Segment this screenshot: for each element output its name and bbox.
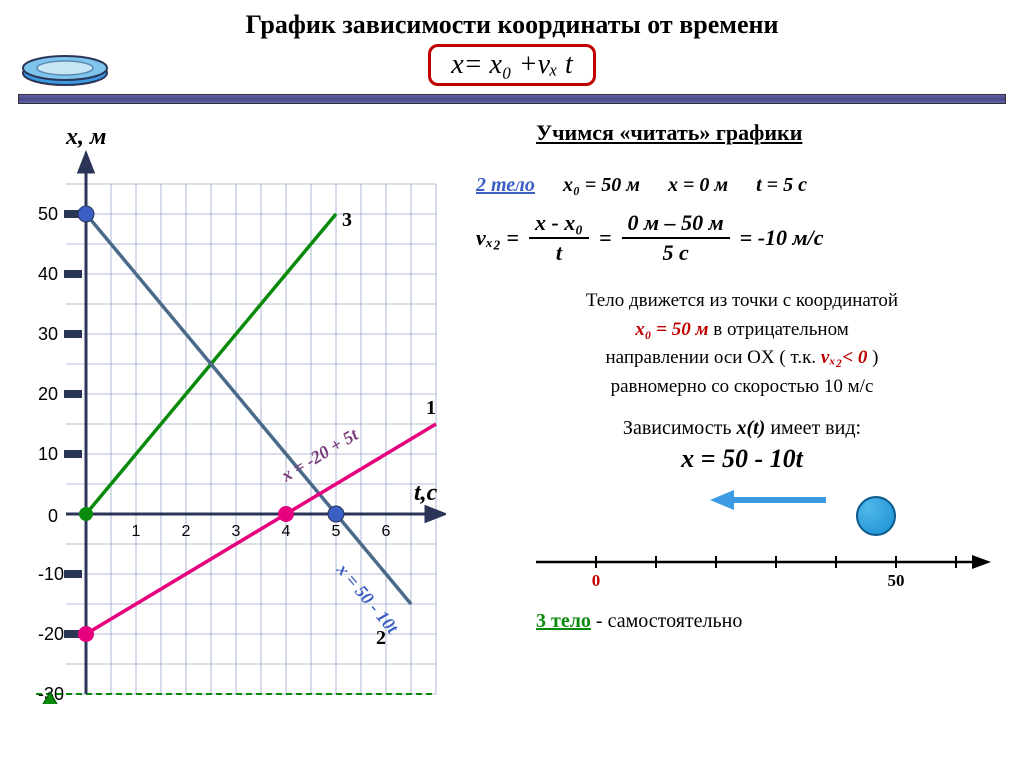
svg-text:-10: -10 [38, 564, 64, 584]
depend-formula: x = 50 - 10t [476, 444, 1008, 474]
depend-prefix: Зависимость [623, 417, 737, 439]
main-formula: x= x₀ +vₓ t [451, 49, 573, 80]
saucer-icon [20, 38, 110, 88]
param-x0: x₀ = 50 м [563, 174, 640, 197]
calc-vlabel: vₓ₂ = [476, 225, 519, 251]
title-area: График зависимости координаты от времени… [0, 0, 1024, 86]
depend-xt: x(t) [736, 417, 765, 439]
chart-ylabel: x, м [65, 124, 106, 150]
chart-xlabel: t,с [414, 480, 438, 506]
calc-eq1: = [599, 225, 612, 251]
frac2-den: 5 с [656, 241, 694, 265]
svg-text:1: 1 [132, 523, 141, 540]
desc-line2b: ) [872, 347, 878, 368]
svg-text:5: 5 [332, 523, 341, 540]
svg-text:0: 0 [48, 506, 58, 526]
frac-bar [622, 237, 730, 239]
params-row: 2 тело x₀ = 50 м x = 0 м t = 5 с [476, 174, 1008, 197]
calc-frac2: 0 м – 50 м 5 с [622, 211, 730, 265]
frac1-den: t [550, 241, 568, 265]
line2-formula: x = 50 - 10t [332, 559, 403, 638]
svg-text:30: 30 [38, 324, 58, 344]
line1-marker-xzero [278, 506, 294, 522]
main-formula-box: x= x₀ +vₓ t [428, 44, 596, 86]
explanation-panel: Учимся «читать» графики 2 тело x₀ = 50 м… [446, 114, 1008, 704]
description: Тело движется из точки с координатой x₀ … [476, 287, 1008, 401]
param-x: x = 0 м [668, 174, 728, 197]
frac-bar [529, 237, 589, 239]
calc-frac1: x - x₀ t [529, 211, 589, 265]
svg-text:40: 40 [38, 264, 58, 284]
desc-x0: x₀ = 50 м [635, 319, 708, 340]
line1-label: 1 [426, 397, 436, 419]
body3-suffix: - самостоятельно [596, 610, 742, 632]
chart-panel: x, м [16, 114, 446, 704]
frac2-num: 0 м – 50 м [622, 211, 730, 235]
arrow-left-icon [706, 482, 836, 518]
page-title: График зависимости координаты от времени [0, 10, 1024, 40]
body3-label: 3 тело [536, 610, 591, 632]
line3-start-marker [79, 507, 93, 521]
y-tick-labels: 50 40 30 20 10 0 -10 -20 -30 [38, 204, 64, 704]
frac1-num: x - x₀ [529, 211, 589, 235]
desc-mid1: в отрицательном [713, 319, 849, 340]
desc-vneg: vₓ₂< 0 [821, 347, 868, 368]
line2-marker-xzero [328, 506, 344, 522]
main-content: x, м [0, 104, 1024, 704]
calc-result: = -10 м/с [740, 225, 824, 251]
line3-label: 3 [342, 209, 352, 231]
depend-suffix: имеет вид: [770, 417, 861, 439]
svg-text:4: 4 [282, 523, 291, 540]
subtitle: Учимся «читать» графики [536, 120, 1008, 146]
body-circle-icon [856, 496, 896, 536]
chart-svg: x, м [16, 114, 446, 704]
line2-start-marker [78, 206, 94, 222]
svg-text:20: 20 [38, 384, 58, 404]
divider-bar [18, 94, 1006, 104]
svg-text:-20: -20 [38, 624, 64, 644]
motion-diagram: 0 50 X [476, 482, 1008, 602]
chart-line-2 [86, 214, 411, 604]
axis-zero-label: 0 [592, 571, 601, 590]
line1-start-marker [78, 626, 94, 642]
desc-line3: равномерно со скоростью 10 м/с [611, 376, 874, 397]
body3-row: 3 тело - самостоятельно [536, 610, 1008, 633]
desc-line1: Тело движется из точки с координатой [586, 290, 898, 311]
axis-fifty-label: 50 [888, 571, 905, 590]
calc-row: vₓ₂ = x - x₀ t = 0 м – 50 м 5 с = -10 м/… [476, 211, 1008, 265]
body2-label: 2 тело [476, 174, 535, 197]
svg-text:6: 6 [382, 523, 391, 540]
dependency-line: Зависимость x(t) имеет вид: [476, 417, 1008, 440]
saucer-decoration [20, 38, 110, 93]
svg-text:10: 10 [38, 444, 58, 464]
svg-text:2: 2 [182, 523, 191, 540]
svg-text:3: 3 [232, 523, 241, 540]
axis-x-label: X [988, 552, 996, 557]
x-axis-diagram: 0 50 X [536, 552, 996, 602]
desc-line2a: направлении оси OX ( т.к. [606, 347, 821, 368]
param-t: t = 5 с [756, 174, 807, 197]
svg-text:50: 50 [38, 204, 58, 224]
